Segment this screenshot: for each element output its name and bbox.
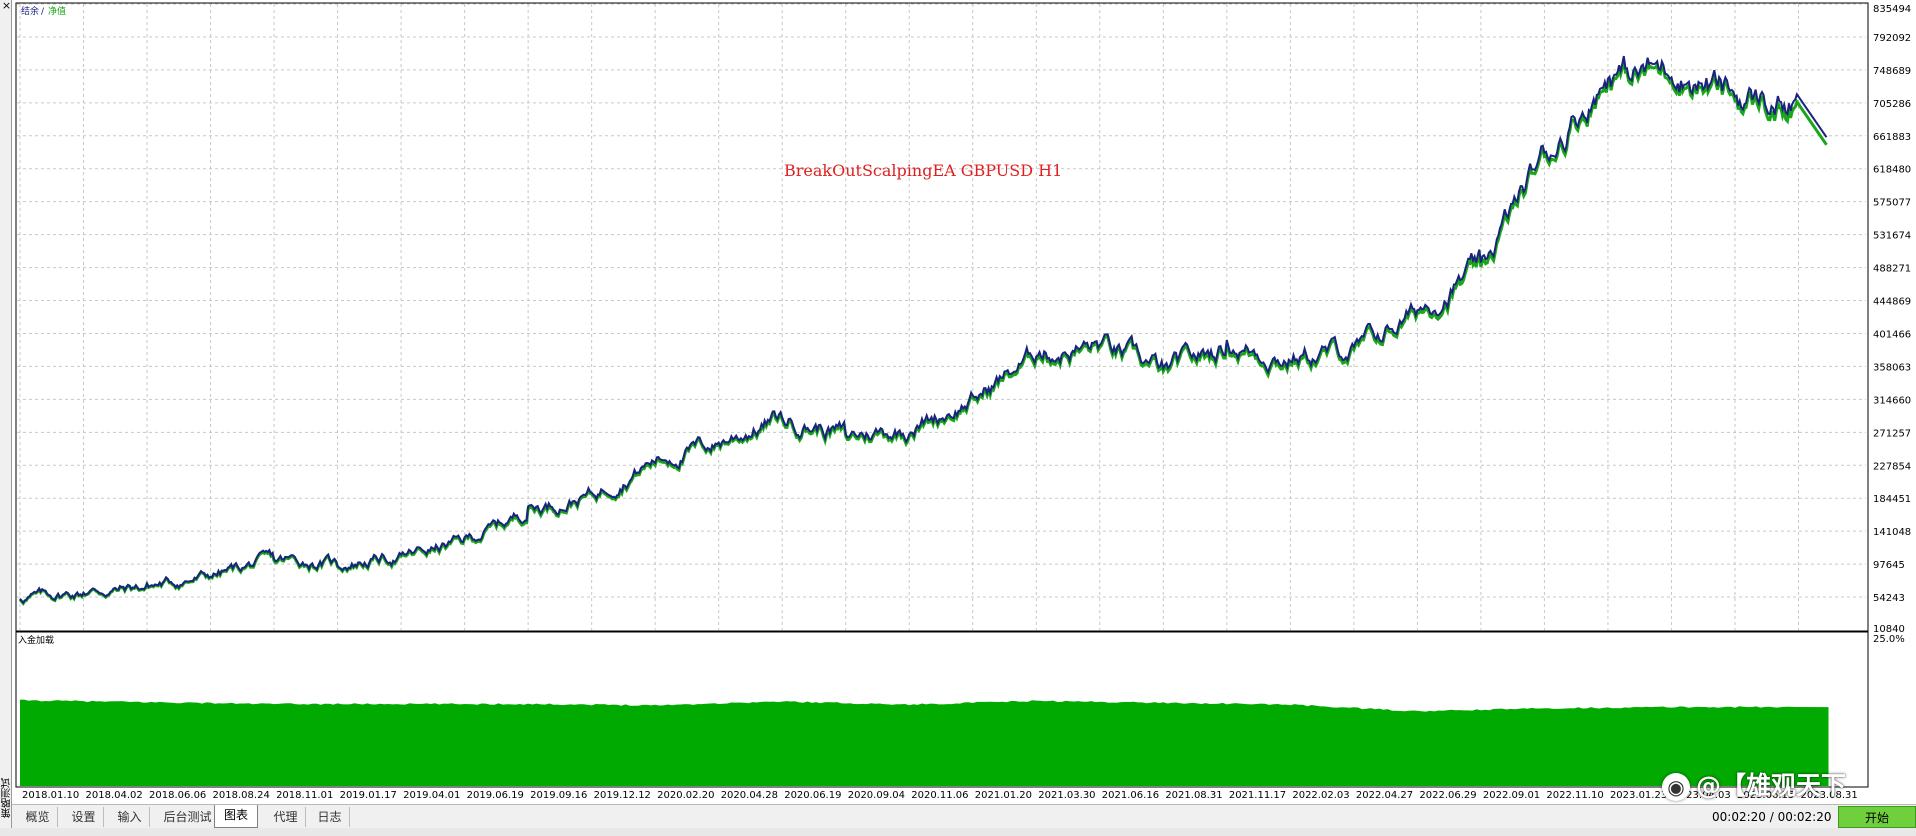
x-tick-label: 2020.02.20	[657, 790, 714, 801]
legend-balance: 结余	[21, 5, 39, 17]
subchart-label: 入金加载	[18, 634, 54, 646]
y-tick-label: 835494	[1873, 4, 1911, 15]
tab-overview[interactable]: 概览	[18, 807, 58, 827]
status-strip	[0, 828, 1916, 836]
tab-settings[interactable]: 设置	[64, 807, 104, 827]
x-tick-label: 2021.11.17	[1229, 790, 1286, 801]
tab-inputs[interactable]: 输入	[110, 807, 150, 827]
tab-agents[interactable]: 代理	[266, 807, 306, 827]
x-tick-label: 2018.11.01	[276, 790, 333, 801]
x-tick-label: 2018.06.06	[149, 790, 206, 801]
x-tick-label: 2021.03.30	[1038, 790, 1095, 801]
x-tick-label: 2020.09.04	[848, 790, 905, 801]
tester-toolbar: 概览 设置 输入 后台测试 图表 代理 日志 00:02:20 / 00:02:…	[12, 804, 1916, 828]
tab-journal[interactable]: 日志	[310, 807, 350, 827]
x-tick-label: 2022.09.01	[1483, 790, 1540, 801]
watermark: ◉ @【雄观天下	[1662, 768, 1846, 804]
x-tick-label: 2021.08.31	[1165, 790, 1222, 801]
main-grid	[17, 3, 1866, 598]
y-tick-label: 705286	[1873, 99, 1911, 110]
elapsed-timer: 00:02:20 / 00:02:20	[1712, 810, 1832, 824]
x-axis-ticks: 2018.01.10 2018.04.02 2018.06.06 2018.08.24…	[22, 790, 1858, 801]
x-tick-label: 2018.04.02	[86, 790, 143, 801]
x-tick-label: 2019.04.01	[403, 790, 460, 801]
y-tick-label: 661883	[1873, 132, 1911, 143]
chart-title: BreakOutScalpingEA GBPUSD H1	[784, 161, 1062, 180]
x-tick-label: 2023.01.23	[1610, 790, 1667, 801]
y-tick-label: 184451	[1873, 494, 1911, 505]
y-tick-label: 488271	[1873, 264, 1911, 275]
y-tick-label: 575077	[1873, 198, 1911, 209]
x-tick-label: 2022.04.27	[1356, 790, 1413, 801]
balance-series-line	[19, 55, 1828, 605]
y-tick-label: 10840	[1873, 624, 1905, 635]
x-tick-label: 2019.01.17	[340, 790, 397, 801]
x-tick-label: 2021.01.20	[975, 790, 1032, 801]
y-tick-label: 358063	[1873, 362, 1911, 373]
tab-chart[interactable]: 图表	[214, 805, 258, 828]
main-plot-frame	[15, 2, 1869, 632]
x-tick-label: 2022.11.10	[1546, 790, 1603, 801]
x-tick-label: 2022.06.29	[1419, 790, 1476, 801]
tester-side-strip: × 策略测试	[0, 0, 13, 836]
legend-equity: 净值	[48, 5, 66, 17]
camera-logo-icon: ◉	[1662, 773, 1690, 801]
x-tick-label: 2020.11.06	[911, 790, 968, 801]
x-tick-label: 2020.04.28	[721, 790, 778, 801]
x-tick-label: 2018.08.24	[213, 790, 270, 801]
x-tick-label: 2022.02.03	[1292, 790, 1349, 801]
start-button[interactable]: 开始	[1838, 806, 1916, 828]
equity-chart: 10840 54243 97645 141048 184451 227854 271257 3…	[15, 2, 1911, 801]
watermark-text: @【雄观天下	[1696, 771, 1847, 800]
x-tick-label: 2023.04.03	[1673, 790, 1730, 801]
x-tick-label: 2020.06.19	[784, 790, 841, 801]
y-tick-label: 531674	[1873, 231, 1911, 242]
y-tick-label: 444869	[1873, 297, 1911, 308]
x-tick-label: 2019.12.12	[594, 790, 651, 801]
y-tick-label: 401466	[1873, 329, 1911, 340]
x-tick-label: 2019.09.16	[530, 790, 587, 801]
x-tick-label: 2023.06.15	[1737, 790, 1794, 801]
y-tick-label: 748689	[1873, 66, 1911, 77]
y-tick-label: 271257	[1873, 428, 1911, 439]
y-tick-label: 227854	[1873, 461, 1911, 472]
y-tick-label: 618480	[1873, 165, 1911, 176]
y-tick-label: 314660	[1873, 395, 1911, 406]
legend-separator: /	[41, 7, 45, 17]
x-tick-label: 2021.06.16	[1102, 790, 1159, 801]
y-tick-label: 792092	[1873, 33, 1911, 44]
x-tick-label: 2019.06.19	[467, 790, 524, 801]
tab-backtest[interactable]: 后台测试	[156, 807, 220, 827]
y-tick-label: 97645	[1873, 560, 1905, 571]
y-axis-ticks: 10840 54243 97645 141048 184451 227854 271257 3…	[1873, 4, 1911, 635]
x-tick-label: 2023.08.31	[1800, 790, 1857, 801]
x-tick-label: 2018.01.10	[22, 790, 79, 801]
y-tick-label: 141048	[1873, 527, 1911, 538]
close-icon[interactable]: ×	[1, 0, 12, 12]
y-tick-label: 54243	[1873, 593, 1905, 604]
margin-area	[20, 699, 1829, 786]
subchart-y-tick: 25.0%	[1873, 634, 1905, 645]
